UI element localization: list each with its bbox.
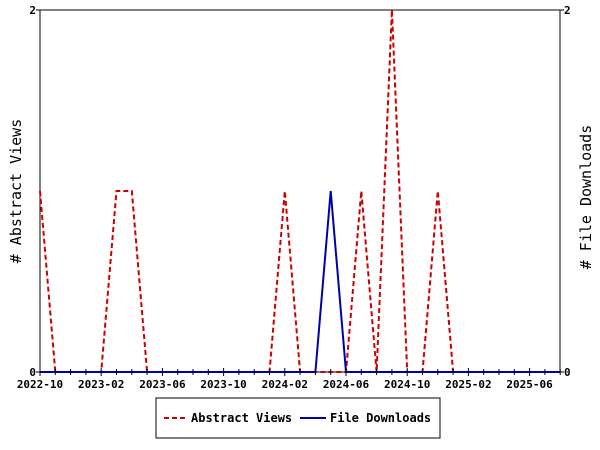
x-tick-label: 2025-02 [445, 378, 491, 391]
y-tick-label-left: 0 [29, 366, 36, 379]
x-tick-label: 2024-02 [262, 378, 308, 391]
legend: Abstract Views File Downloads [155, 397, 441, 439]
x-tick-label: 2024-10 [384, 378, 430, 391]
x-tick-label: 2022-10 [17, 378, 63, 391]
y-tick-label-right: 2 [564, 4, 571, 17]
legend-box [155, 397, 441, 439]
x-axis: 2022-10 2023-02 2023-06 2023-10 2024-02 2024-… [17, 368, 561, 391]
y-axes: 0 0 2 2 [29, 4, 570, 379]
y-axis-title-left: # Abstract Views [7, 119, 25, 264]
legend-label-abstract-views: Abstract Views [191, 411, 292, 425]
x-tick-label: 2025-06 [506, 378, 553, 391]
x-tick-label: 2023-06 [139, 378, 186, 391]
x-tick-label: 2023-02 [78, 378, 124, 391]
x-tick-label: 2023-10 [200, 378, 246, 391]
y-tick-label-left: 2 [29, 4, 36, 17]
y-tick-label-right: 0 [564, 366, 571, 379]
y-axis-title-right: # File Downloads [577, 125, 595, 270]
x-tick-label: 2024-06 [323, 378, 370, 391]
legend-label-file-downloads: File Downloads [330, 411, 431, 425]
